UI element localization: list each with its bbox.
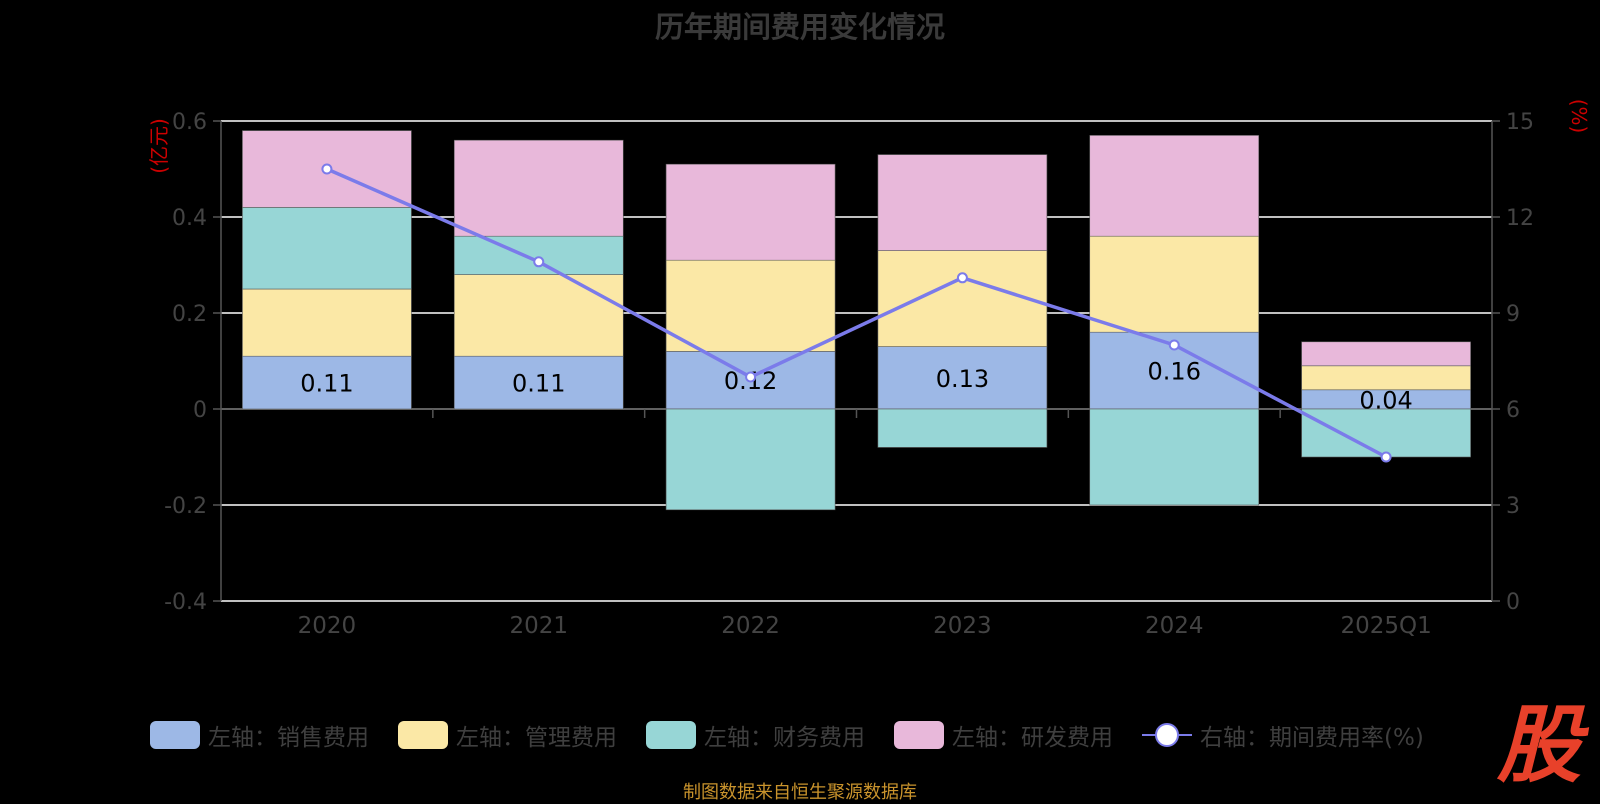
legend-item-admin[interactable]: 左轴：管理费用: [398, 717, 617, 753]
legend-label-rd: 左轴：研发费用: [952, 725, 1113, 751]
legend-label-finance: 左轴：财务费用: [704, 725, 865, 751]
y-left-tick-label: 0.4: [172, 206, 207, 231]
bar-finance: [242, 207, 412, 290]
legend-item-rate[interactable]: 右轴：期间费用率(%): [1142, 717, 1424, 753]
legend-label-admin: 左轴：管理费用: [456, 725, 617, 751]
y-left-tick-label: 0.6: [172, 110, 207, 135]
bar-finance: [665, 408, 836, 511]
line-rate-point: [533, 256, 545, 268]
y-right-tick-label: 3: [1506, 494, 1520, 519]
x-tick-label: 2020: [298, 613, 357, 639]
bar-finance: [1089, 408, 1260, 506]
x-tick-label: 2024: [1145, 613, 1204, 639]
legend-swatch-sales: [150, 721, 200, 749]
legend-item-sales[interactable]: 左轴：销售费用: [150, 717, 369, 753]
y-left-tick-label: 0: [193, 398, 207, 423]
line-rate-point: [1380, 451, 1392, 463]
line-rate-point: [321, 163, 333, 175]
data-label-sales: 0.04: [1359, 386, 1412, 414]
x-tick-label: 2023: [933, 613, 992, 639]
y-right-tick-label: 0: [1506, 590, 1520, 615]
y-right-tick-label: 12: [1506, 206, 1534, 231]
line-rate-point: [1168, 339, 1180, 351]
y-right-tick-label: 9: [1506, 302, 1520, 327]
bar-rd: [877, 154, 1048, 251]
bar-finance: [1301, 408, 1471, 458]
y-left-tick-label: -0.2: [164, 494, 207, 519]
legend-item-finance[interactable]: 左轴：财务费用: [646, 717, 865, 753]
bar-rd: [665, 163, 836, 261]
bar-admin: [453, 274, 624, 357]
data-source-note: 制图数据来自恒生聚源数据库: [683, 782, 917, 803]
line-rate: [326, 167, 1387, 459]
y-right-tick-label: 15: [1506, 110, 1534, 135]
y-right-tick-label: 6: [1506, 398, 1520, 423]
chart-title: 历年期间费用变化情况: [654, 10, 945, 44]
legend-swatch-rd: [894, 721, 944, 749]
bar-finance: [453, 235, 624, 275]
y-left-tick-label: -0.4: [164, 590, 207, 615]
x-tick-label: 2022: [721, 613, 780, 639]
legend-label-rate: 右轴：期间费用率(%): [1200, 725, 1424, 751]
bar-rd: [453, 139, 624, 237]
y-left-axis-label: (亿元): [147, 118, 171, 174]
bar-admin: [242, 288, 412, 357]
bar-rd: [1089, 135, 1260, 237]
legend-label-sales: 左轴：销售费用: [208, 725, 369, 751]
legend-swatch-finance: [646, 721, 696, 749]
bar-sales: [242, 355, 412, 410]
bar-rd: [1301, 341, 1471, 367]
line-rate-point: [956, 272, 968, 284]
bar-admin: [877, 250, 1048, 347]
x-tick-label: 2025Q1: [1340, 613, 1431, 639]
bar-sales: [453, 355, 624, 410]
x-tick-label: 2021: [509, 613, 568, 639]
data-label-sales: 0.16: [1148, 358, 1201, 386]
bar-admin: [1089, 235, 1260, 333]
bar-admin: [665, 259, 836, 352]
data-label-sales: 0.11: [512, 370, 565, 398]
legend: 左轴：销售费用 左轴：管理费用 左轴：财务费用 左轴：研发费用 右轴：期间费用率…: [0, 717, 1600, 753]
legend-swatch-admin: [398, 721, 448, 749]
legend-item-rd[interactable]: 左轴：研发费用: [894, 717, 1113, 753]
bar-admin: [1301, 365, 1471, 391]
y-left-tick-label: 0.2: [172, 302, 207, 327]
data-label-sales: 0.13: [936, 365, 989, 393]
line-rate-point: [745, 371, 757, 383]
y-right-axis-label: (%): [1567, 99, 1591, 134]
legend-swatch-rate: [1142, 721, 1192, 749]
bar-finance: [877, 408, 1048, 448]
brand-logo: 股: [1496, 695, 1581, 794]
data-label-sales: 0.11: [300, 370, 353, 398]
